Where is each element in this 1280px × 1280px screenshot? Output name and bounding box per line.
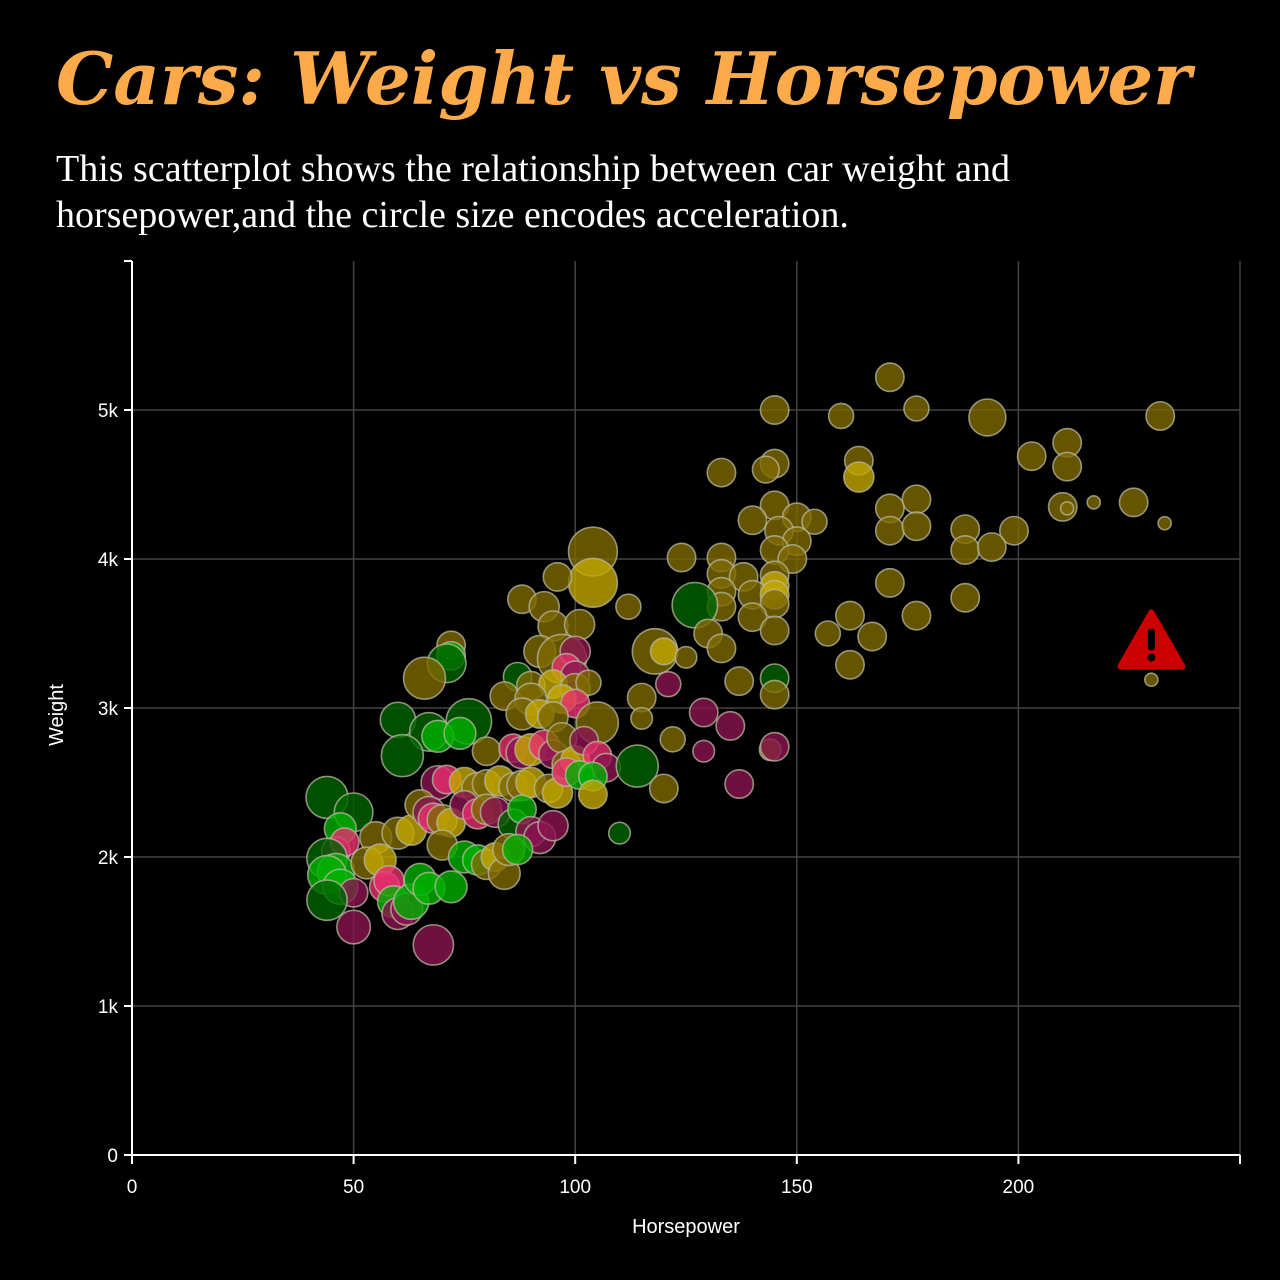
data-point — [901, 484, 932, 515]
x-tick-label: 0 — [127, 1177, 138, 1198]
data-point — [537, 809, 569, 842]
data-point — [834, 600, 865, 631]
data-point — [336, 909, 372, 945]
data-point — [1086, 495, 1102, 510]
data-point — [706, 633, 737, 664]
data-point — [1118, 487, 1149, 518]
chart-title: Cars: Weight vs Horsepower — [56, 36, 1192, 121]
data-point — [607, 821, 632, 845]
warning-icon — [1117, 609, 1186, 670]
data-point — [688, 697, 719, 728]
y-tick-label: 5k — [98, 401, 119, 422]
data-point — [1157, 515, 1173, 531]
y-tick-label: 4k — [98, 550, 119, 571]
data-point — [759, 615, 790, 646]
y-tick-label: 3k — [98, 699, 119, 720]
data-point — [575, 669, 602, 696]
warning-annotation — [1117, 609, 1186, 670]
data-point — [706, 457, 737, 488]
data-point — [380, 733, 425, 778]
data-point — [615, 593, 642, 620]
data-point — [724, 666, 755, 697]
data-point — [903, 395, 930, 422]
data-point — [412, 923, 455, 966]
data-point — [814, 620, 842, 647]
data-point — [648, 773, 679, 804]
x-tick-label: 100 — [559, 1177, 591, 1198]
data-point — [834, 649, 865, 680]
data-point — [715, 710, 746, 741]
data-point — [306, 879, 348, 922]
data-point — [874, 567, 905, 598]
data-point — [950, 535, 981, 566]
data-point — [674, 645, 698, 669]
grid-lines — [132, 261, 1241, 1155]
data-point — [567, 557, 619, 609]
data-point — [998, 515, 1029, 546]
data-point — [950, 582, 981, 613]
data-point — [737, 505, 768, 536]
data-point — [801, 508, 828, 536]
data-point — [615, 744, 660, 788]
data-point — [874, 515, 905, 546]
data-point — [842, 461, 875, 493]
data-point — [434, 870, 468, 904]
data-point — [666, 542, 697, 573]
y-tick-label: 2k — [98, 848, 119, 869]
data-points — [305, 362, 1176, 966]
axes: 0 50 100 150 200 0 1k 2k 3k 4k 5k — [98, 260, 1241, 1198]
data-point — [1144, 672, 1159, 688]
data-point — [659, 725, 687, 753]
data-point — [724, 768, 755, 799]
x-tick-label: 50 — [343, 1177, 364, 1198]
data-point — [1059, 500, 1075, 516]
data-point — [737, 602, 768, 633]
data-point — [857, 621, 888, 652]
data-point — [968, 398, 1007, 437]
data-point — [976, 532, 1007, 563]
data-point — [901, 600, 932, 631]
x-tick-label: 200 — [1003, 1177, 1035, 1198]
data-point — [901, 511, 932, 542]
data-point — [759, 394, 790, 425]
data-point — [542, 561, 573, 592]
data-point — [501, 833, 534, 866]
data-point — [577, 779, 608, 810]
y-axis-title: Weight — [46, 684, 68, 746]
y-tick-label: 0 — [107, 1146, 118, 1167]
data-point — [654, 670, 682, 698]
data-point — [402, 656, 447, 701]
data-point — [1145, 400, 1176, 431]
data-point — [649, 637, 678, 666]
data-point — [1052, 451, 1083, 482]
data-point — [827, 402, 855, 430]
x-tick-label: 150 — [781, 1177, 813, 1198]
data-point — [692, 739, 716, 763]
data-point — [874, 362, 905, 393]
data-point — [759, 679, 790, 710]
data-point — [443, 716, 477, 751]
y-tick-label: 1k — [98, 997, 119, 1018]
data-point — [1016, 441, 1047, 472]
data-point — [751, 455, 780, 484]
data-point — [759, 731, 790, 762]
chart-subtitle: This scatterplot shows the relationship … — [56, 148, 1010, 236]
data-point — [630, 706, 654, 731]
x-axis-title: Horsepower — [632, 1216, 740, 1238]
data-point — [471, 736, 502, 767]
